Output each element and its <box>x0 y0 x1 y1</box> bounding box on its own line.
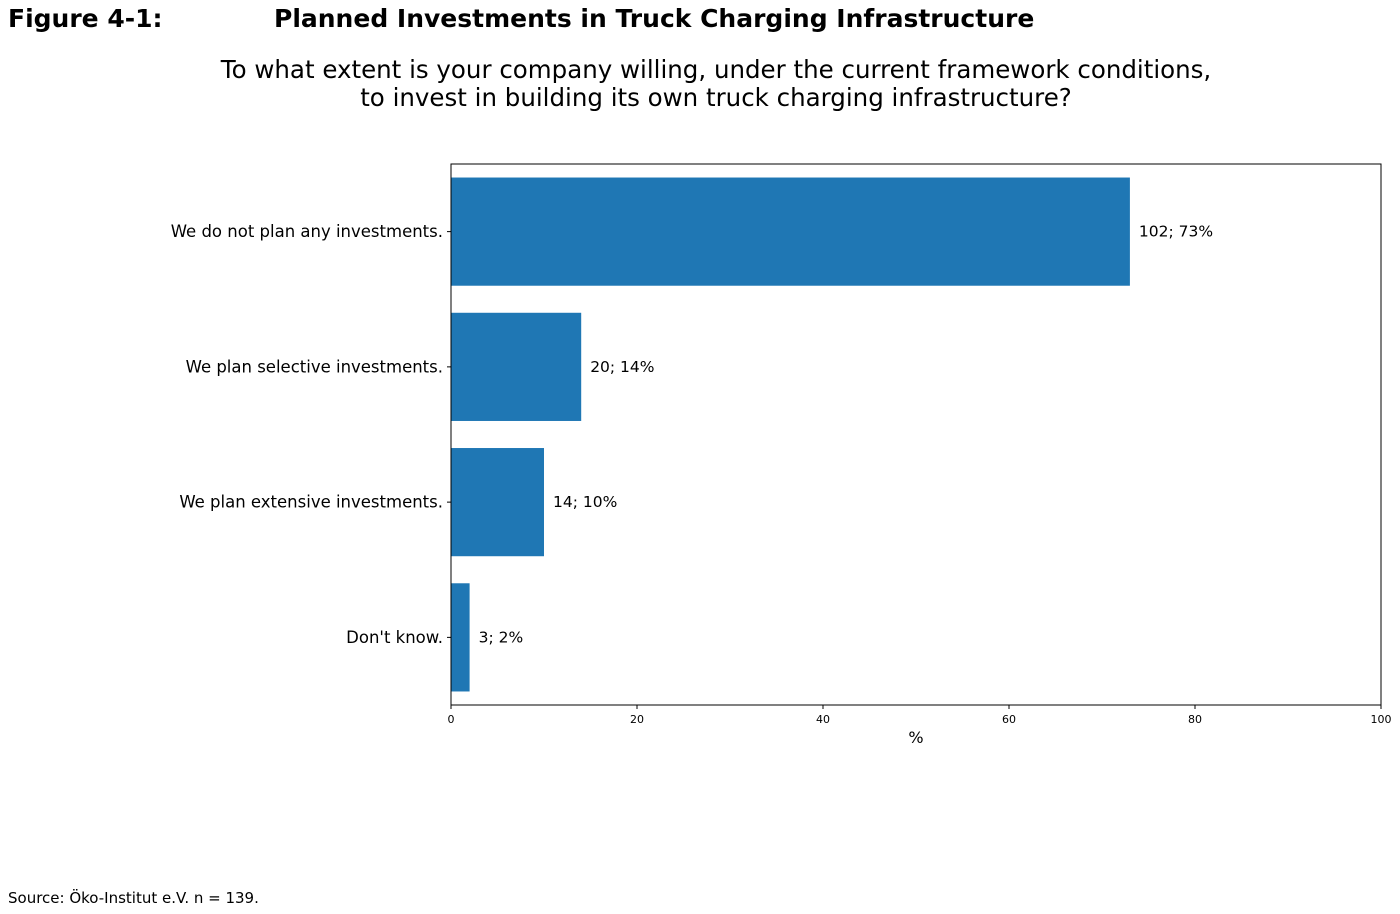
question-line-1: To what extent is your company willing, … <box>220 55 1212 84</box>
x-tick-label: 20 <box>630 713 644 726</box>
bar <box>451 448 544 557</box>
source-note: Source: Öko-Institut e.V. n = 139. <box>8 889 259 907</box>
bar <box>451 583 470 692</box>
category-label: Don't know. <box>346 628 443 647</box>
bar <box>451 312 582 421</box>
x-tick-label: 40 <box>816 713 830 726</box>
x-tick-label: 100 <box>1371 713 1392 726</box>
figure-label: Figure 4-1: <box>8 4 163 33</box>
data-label: 14; 10% <box>553 493 617 511</box>
data-label: 3; 2% <box>479 628 524 646</box>
chart-question: To what extent is your company willing, … <box>0 56 1400 112</box>
plot-frame <box>450 163 1382 706</box>
question-line-2: to invest in building its own truck char… <box>360 83 1072 112</box>
category-label: We plan selective investments. <box>186 357 443 376</box>
data-label: 102; 73% <box>1139 223 1213 241</box>
data-label: 20; 14% <box>590 358 654 376</box>
category-label: We do not plan any investments. <box>171 222 443 241</box>
bar <box>451 177 1130 286</box>
category-label: We plan extensive investments. <box>179 493 443 512</box>
x-axis-label: % <box>908 728 923 747</box>
figure-title: Planned Investments in Truck Charging In… <box>274 4 1035 33</box>
x-tick-label: 0 <box>448 713 455 726</box>
x-tick-label: 80 <box>1188 713 1202 726</box>
x-tick-label: 60 <box>1002 713 1016 726</box>
